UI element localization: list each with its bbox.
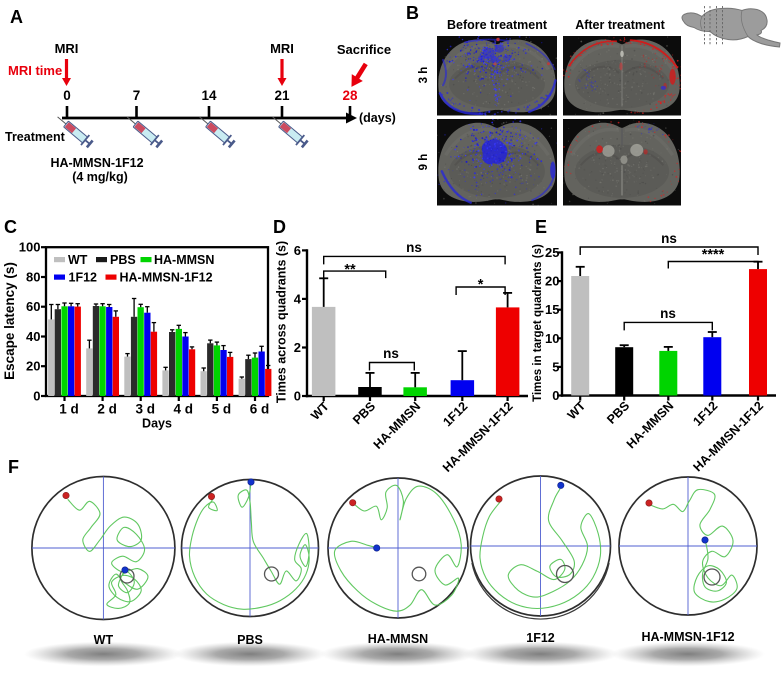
svg-text:6: 6 bbox=[294, 243, 301, 258]
svg-text:PBS: PBS bbox=[237, 633, 263, 647]
svg-text:PBS: PBS bbox=[350, 399, 378, 427]
svg-text:15: 15 bbox=[545, 302, 559, 317]
svg-text:HA-MMSN: HA-MMSN bbox=[368, 632, 428, 646]
svg-text:2 d: 2 d bbox=[97, 402, 117, 417]
svg-text:HA-MMSN-1F12: HA-MMSN-1F12 bbox=[50, 156, 143, 170]
svg-text:HA-MMSN-1F12: HA-MMSN-1F12 bbox=[641, 630, 734, 644]
svg-text:MRI: MRI bbox=[270, 41, 294, 56]
svg-text:40: 40 bbox=[26, 329, 40, 344]
svg-text:1F12: 1F12 bbox=[690, 399, 720, 429]
svg-text:5 d: 5 d bbox=[212, 402, 232, 417]
svg-text:1F12: 1F12 bbox=[526, 631, 555, 645]
svg-text:14: 14 bbox=[201, 88, 217, 103]
svg-text:3 d: 3 d bbox=[135, 402, 155, 417]
svg-text:7: 7 bbox=[133, 88, 141, 103]
svg-text:PBS: PBS bbox=[604, 399, 632, 427]
svg-text:20: 20 bbox=[26, 359, 40, 374]
svg-text:**: ** bbox=[344, 262, 356, 278]
svg-text:After treatment: After treatment bbox=[575, 18, 665, 32]
svg-text:Sacrifice: Sacrifice bbox=[337, 42, 391, 57]
svg-text:Treatment: Treatment bbox=[5, 130, 66, 144]
svg-text:B: B bbox=[406, 3, 419, 23]
svg-text:28: 28 bbox=[342, 88, 358, 103]
svg-text:WT: WT bbox=[68, 253, 88, 267]
svg-text:HA-MMSN: HA-MMSN bbox=[371, 399, 424, 452]
svg-text:Escape latency (s): Escape latency (s) bbox=[2, 262, 17, 380]
svg-text:Days: Days bbox=[142, 417, 172, 431]
svg-text:C: C bbox=[4, 217, 17, 237]
svg-text:Times across quadrants (s): Times across quadrants (s) bbox=[275, 241, 289, 403]
svg-text:9 h: 9 h bbox=[418, 154, 430, 171]
svg-text:20: 20 bbox=[545, 274, 559, 289]
svg-text:E: E bbox=[535, 217, 547, 237]
svg-text:*: * bbox=[478, 277, 484, 293]
svg-text:(4 mg/kg): (4 mg/kg) bbox=[72, 170, 128, 184]
svg-text:4: 4 bbox=[294, 291, 302, 306]
svg-text:****: **** bbox=[702, 247, 725, 263]
svg-text:MRI: MRI bbox=[55, 41, 79, 56]
svg-text:A: A bbox=[10, 7, 23, 27]
svg-text:WT: WT bbox=[565, 398, 589, 422]
svg-text:60: 60 bbox=[26, 299, 40, 314]
svg-text:ns: ns bbox=[383, 346, 399, 361]
svg-text:100: 100 bbox=[19, 240, 41, 255]
svg-text:0: 0 bbox=[294, 389, 301, 404]
svg-text:0: 0 bbox=[552, 388, 559, 403]
svg-text:PBS: PBS bbox=[110, 253, 136, 267]
svg-text:MRI time: MRI time bbox=[8, 63, 62, 78]
svg-text:0: 0 bbox=[63, 88, 71, 103]
svg-text:WT: WT bbox=[94, 633, 114, 647]
svg-text:HA-MMSN: HA-MMSN bbox=[154, 253, 214, 267]
svg-text:5: 5 bbox=[552, 359, 559, 374]
svg-text:80: 80 bbox=[26, 269, 40, 284]
svg-text:25: 25 bbox=[545, 245, 559, 260]
svg-text:1F12: 1F12 bbox=[440, 399, 470, 429]
svg-text:HA-MMSN: HA-MMSN bbox=[624, 399, 677, 452]
svg-text:ns: ns bbox=[660, 306, 676, 321]
svg-text:WT: WT bbox=[308, 399, 332, 423]
svg-text:21: 21 bbox=[274, 88, 290, 103]
svg-text:10: 10 bbox=[545, 331, 559, 346]
svg-text:HA-MMSN-1F12: HA-MMSN-1F12 bbox=[120, 271, 213, 285]
svg-text:4 d: 4 d bbox=[174, 402, 194, 417]
svg-text:Times in target quadrants (s): Times in target quadrants (s) bbox=[532, 244, 544, 402]
svg-text:1F12: 1F12 bbox=[69, 271, 98, 285]
svg-text:(days): (days) bbox=[359, 111, 396, 125]
svg-text:0: 0 bbox=[33, 389, 40, 404]
svg-text:Before treatment: Before treatment bbox=[447, 18, 548, 32]
svg-text:D: D bbox=[273, 217, 286, 237]
svg-text:6 d: 6 d bbox=[250, 402, 270, 417]
svg-text:ns: ns bbox=[661, 231, 677, 246]
svg-text:ns: ns bbox=[406, 240, 422, 255]
svg-text:F: F bbox=[8, 457, 19, 477]
svg-text:2: 2 bbox=[294, 340, 301, 355]
svg-text:3 h: 3 h bbox=[418, 67, 430, 84]
svg-text:1 d: 1 d bbox=[59, 402, 79, 417]
